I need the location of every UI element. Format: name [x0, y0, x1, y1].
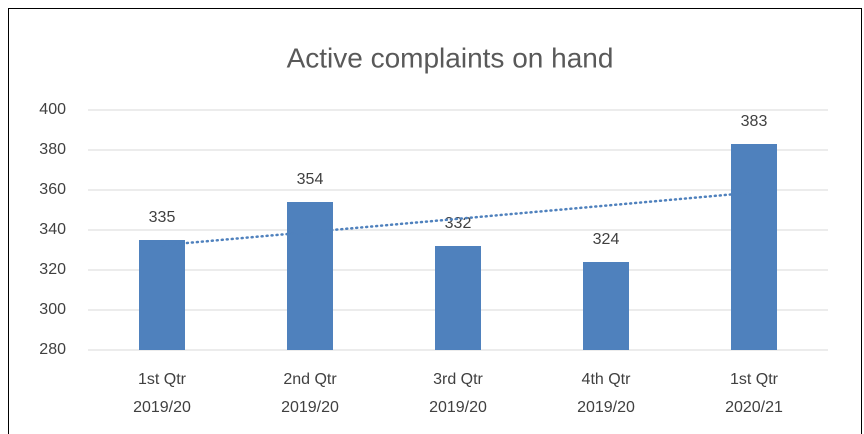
bar [731, 144, 777, 350]
y-tick-label: 280 [39, 341, 66, 358]
data-label: 354 [297, 171, 324, 188]
x-tick-label: 1st Qtr [138, 371, 187, 388]
x-tick-label: 2019/20 [429, 399, 487, 416]
data-label: 383 [741, 113, 768, 130]
x-tick-label: 1st Qtr [730, 371, 779, 388]
x-tick-label: 3rd Qtr [433, 371, 483, 388]
x-tick-label: 2019/20 [281, 399, 339, 416]
y-tick-label: 320 [39, 261, 66, 278]
y-tick-label: 300 [39, 301, 66, 318]
x-tick-label: 2020/21 [725, 399, 783, 416]
chart-frame [8, 8, 862, 434]
y-tick-label: 340 [39, 221, 66, 238]
x-tick-label: 2019/20 [133, 399, 191, 416]
y-tick-label: 380 [39, 141, 66, 158]
bar [139, 240, 185, 350]
x-tick-label: 2nd Qtr [283, 371, 337, 388]
data-label: 335 [149, 209, 176, 226]
bar [287, 202, 333, 350]
y-tick-label: 400 [39, 101, 66, 118]
x-tick-label: 4th Qtr [582, 371, 632, 388]
chart-title: Active complaints on hand [287, 42, 614, 73]
bar [583, 262, 629, 350]
data-label: 324 [593, 231, 620, 248]
x-tick-label: 2019/20 [577, 399, 635, 416]
trendline [160, 191, 756, 247]
y-tick-label: 360 [39, 181, 66, 198]
bar [435, 246, 481, 350]
